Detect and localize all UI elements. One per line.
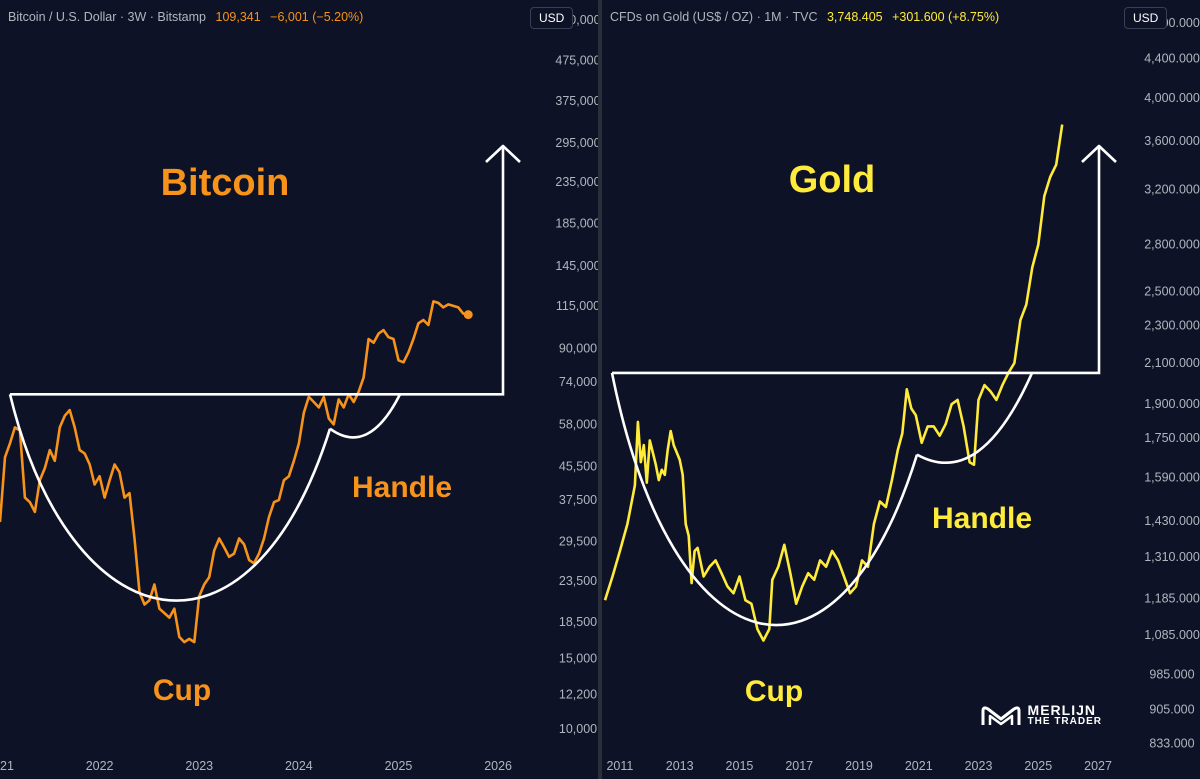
bitcoin-y-tick-label-3: 295,000 bbox=[555, 136, 598, 150]
bitcoin-x-tick-label-4: 2025 bbox=[385, 759, 413, 773]
gold-handle-curve bbox=[916, 372, 1034, 464]
gold-y-tick-label-9: 1,900.000 bbox=[1144, 397, 1200, 411]
bitcoin-y-tick-label-8: 90,000 bbox=[559, 341, 597, 355]
gold-source: TVC bbox=[792, 10, 818, 24]
bitcoin-y-tick-label-12: 37,500 bbox=[559, 493, 597, 507]
gold-chart-panel: CFDs on Gold (US$ / OZ) · 1M · TVC 3,748… bbox=[602, 0, 1200, 779]
gold-last-price: 3,748.405 bbox=[826, 10, 883, 24]
gold-x-tick-label-8: 2027 bbox=[1084, 759, 1112, 773]
bitcoin-y-tick-label-13: 29,500 bbox=[559, 534, 597, 548]
gold-currency-button[interactable]: USD bbox=[1124, 7, 1168, 29]
gold-cup-label: Cup bbox=[745, 675, 803, 708]
bitcoin-title: Bitcoin bbox=[161, 162, 290, 204]
gold-handle-label: Handle bbox=[932, 502, 1032, 535]
gold-x-tick-label-5: 2021 bbox=[905, 759, 933, 773]
bitcoin-y-tick-label-16: 15,000 bbox=[559, 652, 597, 666]
bitcoin-y-tick-label-7: 115,000 bbox=[556, 299, 598, 313]
gold-y-tick-label-16: 985.000 bbox=[1149, 668, 1194, 682]
bitcoin-change: −6,001 (−5.20%) bbox=[270, 10, 364, 24]
bitcoin-handle-curve bbox=[329, 393, 402, 439]
bitcoin-y-tick-label-14: 23,500 bbox=[559, 574, 597, 588]
bitcoin-y-tick-label-10: 58,000 bbox=[559, 417, 597, 431]
gold-cup-curve bbox=[610, 372, 919, 627]
bitcoin-symbol: Bitcoin / U.S. Dollar bbox=[8, 10, 117, 24]
gold-x-tick-label-3: 2017 bbox=[785, 759, 813, 773]
gold-y-tick-label-5: 2,800.000 bbox=[1144, 238, 1200, 252]
bitcoin-y-tick-label-5: 185,000 bbox=[555, 217, 598, 231]
gold-chart-plot[interactable]: 4,800.0004,400.0004,000.0003,600.0003,20… bbox=[602, 0, 1200, 779]
gold-y-tick-label-18: 833.000 bbox=[1149, 737, 1194, 751]
bitcoin-y-tick-label-4: 235,000 bbox=[555, 175, 598, 189]
bitcoin-y-tick-label-15: 18,500 bbox=[559, 615, 597, 629]
bitcoin-y-tick-label-6: 145,000 bbox=[555, 259, 598, 273]
bitcoin-currency-button[interactable]: USD bbox=[530, 7, 574, 29]
gold-y-tick-label-12: 1,430.000 bbox=[1144, 514, 1200, 528]
bitcoin-y-tick-label-2: 375,000 bbox=[555, 94, 598, 108]
gold-y-tick-label-1: 4,400.000 bbox=[1144, 52, 1200, 66]
bitcoin-x-tick-label-1: 2022 bbox=[86, 759, 114, 773]
gold-breakout-arrowhead bbox=[1081, 144, 1117, 163]
bitcoin-x-tick-label-2: 2023 bbox=[185, 759, 213, 773]
gold-y-tick-label-10: 1,750.000 bbox=[1144, 431, 1200, 445]
gold-y-tick-label-8: 2,100.000 bbox=[1144, 356, 1200, 370]
gold-y-tick-label-3: 3,600.000 bbox=[1144, 134, 1200, 148]
gold-y-tick-label-4: 3,200.000 bbox=[1144, 183, 1200, 197]
bitcoin-chart-plot[interactable]: 600,000475,000375,000295,000235,000185,0… bbox=[0, 0, 598, 779]
panel-divider[interactable] bbox=[598, 0, 602, 779]
gold-x-tick-label-6: 2023 bbox=[965, 759, 993, 773]
logo-line1: MERLIJN bbox=[1027, 702, 1096, 718]
bitcoin-breakout-line bbox=[10, 147, 505, 396]
bitcoin-chart-panel: Bitcoin / U.S. Dollar · 3W · Bitstamp 10… bbox=[0, 0, 598, 779]
gold-y-tick-label-11: 1,590.000 bbox=[1144, 470, 1200, 484]
bitcoin-y-tick-label-1: 475,000 bbox=[555, 53, 598, 67]
gold-x-tick-label-4: 2019 bbox=[845, 759, 873, 773]
gold-change: +301.600 (+8.75%) bbox=[892, 10, 1000, 24]
gold-x-tick-label-1: 2013 bbox=[666, 759, 694, 773]
gold-symbol: CFDs on Gold (US$ / OZ) bbox=[610, 10, 754, 24]
logo-line2: THE TRADER bbox=[1027, 716, 1102, 727]
bitcoin-y-tick-label-17: 12,200 bbox=[559, 687, 597, 701]
gold-y-tick-label-7: 2,300.000 bbox=[1144, 319, 1200, 333]
bitcoin-y-tick-label-18: 10,000 bbox=[559, 722, 597, 736]
bitcoin-last-price: 109,341 bbox=[215, 10, 261, 24]
gold-y-tick-label-2: 4,000.000 bbox=[1144, 91, 1200, 105]
bitcoin-y-tick-label-9: 74,000 bbox=[559, 375, 597, 389]
bitcoin-source: Bitstamp bbox=[157, 10, 207, 24]
bitcoin-handle-label: Handle bbox=[352, 471, 452, 504]
gold-title: Gold bbox=[789, 159, 876, 201]
bitcoin-x-tick-label-0: 2021 bbox=[0, 759, 14, 773]
bitcoin-price-line bbox=[0, 300, 469, 644]
gold-x-tick-label-7: 2025 bbox=[1024, 759, 1052, 773]
gold-breakout-line bbox=[612, 147, 1101, 375]
merlijn-logo: MERLIJN THE TRADER bbox=[980, 703, 1102, 729]
gold-y-tick-label-6: 2,500.000 bbox=[1144, 284, 1200, 298]
bitcoin-breakout-arrowhead bbox=[485, 144, 521, 163]
gold-interval: 1M bbox=[764, 10, 782, 24]
gold-price-line bbox=[603, 124, 1064, 642]
bitcoin-x-tick-label-3: 2024 bbox=[285, 759, 313, 773]
gold-y-tick-label-14: 1,185.000 bbox=[1144, 591, 1200, 605]
merlijn-logo-icon bbox=[981, 706, 1021, 726]
gold-x-tick-label-2: 2015 bbox=[726, 759, 754, 773]
bitcoin-x-tick-label-5: 2026 bbox=[484, 759, 512, 773]
gold-y-tick-label-15: 1,085.000 bbox=[1144, 628, 1200, 642]
gold-y-tick-label-17: 905.000 bbox=[1149, 702, 1194, 716]
bitcoin-chart-header: Bitcoin / U.S. Dollar · 3W · Bitstamp 10… bbox=[8, 10, 364, 24]
bitcoin-y-tick-label-11: 45,500 bbox=[559, 459, 597, 473]
bitcoin-last-point bbox=[463, 310, 473, 320]
gold-y-tick-label-13: 1,310.000 bbox=[1144, 550, 1200, 564]
gold-x-tick-label-0: 2011 bbox=[606, 759, 633, 773]
bitcoin-interval: 3W bbox=[127, 10, 147, 24]
bitcoin-cup-curve bbox=[8, 394, 332, 602]
bitcoin-cup-label: Cup bbox=[153, 674, 211, 707]
gold-chart-header: CFDs on Gold (US$ / OZ) · 1M · TVC 3,748… bbox=[610, 10, 1000, 24]
